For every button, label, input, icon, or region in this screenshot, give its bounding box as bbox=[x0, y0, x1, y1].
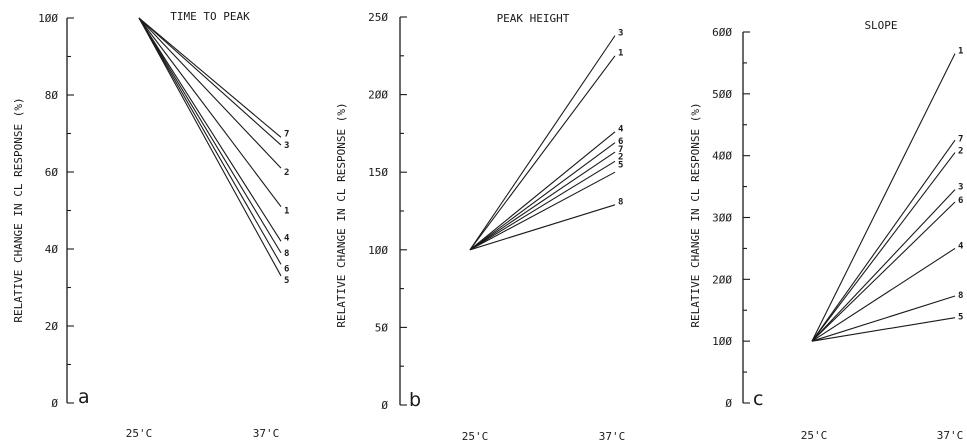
series-line-1 bbox=[469, 55, 616, 251]
series-line-4 bbox=[469, 131, 616, 251]
x-category-label: 37'C bbox=[253, 427, 280, 440]
panel-title: TIME TO PEAK bbox=[170, 10, 250, 23]
y-tick-label: 4ØØ bbox=[712, 150, 732, 163]
y-tick-label: Ø bbox=[51, 397, 58, 410]
series-line-7 bbox=[138, 17, 282, 138]
series-line-8 bbox=[469, 204, 616, 251]
y-tick-label: 8Ø bbox=[45, 89, 59, 102]
series-label: 8 bbox=[618, 198, 623, 208]
series-label: 1 bbox=[958, 47, 963, 57]
series-line-2 bbox=[138, 17, 282, 169]
y-tick-label: 1ØØ bbox=[368, 244, 388, 257]
y-tick-label: Ø bbox=[381, 399, 388, 412]
x-category-label: 25'C bbox=[462, 430, 489, 443]
series-label: 8 bbox=[284, 249, 289, 259]
y-tick-label: Ø bbox=[725, 397, 732, 410]
series-label: 7 bbox=[284, 130, 289, 140]
series-line-5 bbox=[811, 317, 956, 342]
series-label: 5 bbox=[618, 160, 623, 170]
series-label: 3 bbox=[618, 29, 623, 39]
series-line-2 bbox=[469, 160, 616, 251]
panel-letter: b bbox=[409, 389, 421, 411]
series-label: 4 bbox=[618, 125, 624, 135]
y-tick-label: 6ØØ bbox=[712, 26, 732, 39]
x-category-label: 25'C bbox=[126, 427, 153, 440]
series-label: 8 bbox=[958, 291, 963, 301]
series-label: 3 bbox=[958, 183, 963, 193]
series-label: 2 bbox=[618, 153, 623, 163]
series-label: 6 bbox=[618, 137, 623, 147]
y-tick-label: 2ØØ bbox=[712, 273, 732, 286]
series-line-6 bbox=[811, 201, 956, 342]
series-label: 2 bbox=[284, 168, 289, 178]
series-line-4 bbox=[811, 247, 956, 342]
y-tick-label: 25Ø bbox=[368, 11, 388, 24]
series-line-3 bbox=[138, 17, 282, 146]
x-category-label: 25'C bbox=[801, 429, 828, 442]
panel-title: PEAK HEIGHT bbox=[497, 12, 570, 25]
panel-letter: c bbox=[753, 388, 763, 410]
series-line-8 bbox=[811, 295, 956, 342]
panel-a: Ø 2Ø 4Ø 6Ø 8Ø 1ØØ TIME TO PEAK RELATIVE CHANGE … bbox=[12, 10, 290, 440]
y-tick-label: 1ØØ bbox=[38, 12, 58, 25]
series-label: 7 bbox=[958, 134, 963, 144]
panel-c: Ø 1ØØ 2ØØ 3ØØ 4ØØ 5ØØ 6ØØ SLOPE RELATIVE CHANGE … bbox=[689, 19, 964, 442]
series-line-3 bbox=[811, 189, 956, 342]
panel-letter: a bbox=[78, 386, 90, 408]
series-line-8 bbox=[138, 17, 282, 254]
series-label: 6 bbox=[284, 264, 289, 274]
series-line-6 bbox=[469, 142, 616, 251]
series-line-5 bbox=[138, 17, 282, 277]
y-tick-label: 2Ø bbox=[45, 320, 59, 333]
x-category-label: 37'C bbox=[599, 430, 626, 443]
y-tick-label: 3ØØ bbox=[712, 212, 732, 225]
y-axis-label: RELATIVE CHANGE IN CL RESPONSE (%) bbox=[335, 102, 348, 327]
series-label: 4 bbox=[284, 233, 290, 243]
series-line-1 bbox=[811, 53, 956, 342]
series-line-3 bbox=[469, 35, 616, 251]
series-label: 5 bbox=[958, 312, 963, 322]
series-label: 2 bbox=[958, 147, 963, 157]
series-label: 7 bbox=[618, 145, 623, 155]
series-label: 1 bbox=[284, 207, 289, 217]
x-category-label: 37'C bbox=[937, 429, 964, 442]
y-axis-label: RELATIVE CHANGE IN CL RESPONSE (%) bbox=[689, 102, 702, 327]
series-label: 1 bbox=[618, 49, 623, 59]
y-axis-label: RELATIVE CHANGE IN CL RESPONSE (%) bbox=[12, 97, 25, 322]
series-line-2 bbox=[811, 152, 956, 342]
y-tick-label: 6Ø bbox=[45, 166, 59, 179]
y-tick-label: 1ØØ bbox=[712, 335, 732, 348]
y-tick-label: 4Ø bbox=[45, 243, 59, 256]
series-label: 3 bbox=[284, 141, 289, 151]
series-label: 5 bbox=[284, 276, 289, 286]
y-tick-label: 5Ø bbox=[375, 321, 389, 334]
series-line-5 bbox=[469, 171, 616, 251]
y-tick-label: 15Ø bbox=[368, 166, 388, 179]
series-label: 6 bbox=[958, 196, 963, 206]
series-line-6 bbox=[138, 17, 282, 265]
y-tick-label: 2ØØ bbox=[368, 89, 388, 102]
series-line-4 bbox=[138, 17, 282, 242]
y-tick-label: 5ØØ bbox=[712, 88, 732, 101]
panel-title: SLOPE bbox=[864, 19, 897, 32]
series-line-7 bbox=[811, 139, 956, 342]
panel-b: Ø 5Ø 1ØØ 15Ø 2ØØ 25Ø PEAK HEIGHT RELATIVE CHANG… bbox=[335, 11, 625, 443]
series-line-7 bbox=[469, 151, 616, 251]
series-line-1 bbox=[138, 17, 282, 207]
series-label: 4 bbox=[958, 241, 964, 251]
